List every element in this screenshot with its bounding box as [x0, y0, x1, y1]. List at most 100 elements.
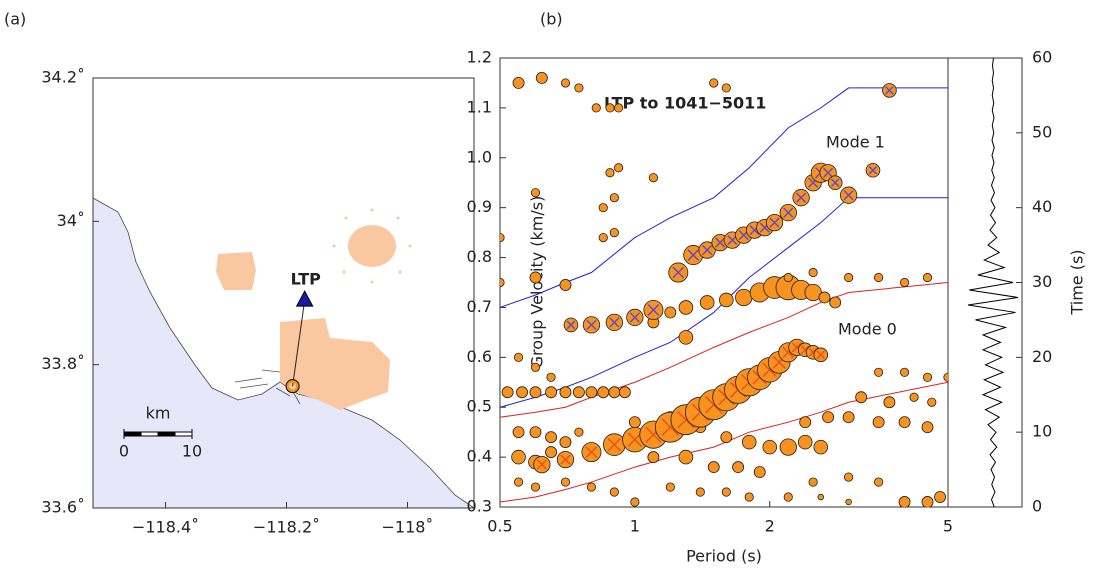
y-tick-label: 0.6 [467, 347, 492, 366]
energy-point [512, 76, 525, 89]
field-area [216, 252, 256, 290]
pick-cross [783, 207, 794, 218]
energy-point [546, 372, 556, 382]
energy-point [574, 83, 584, 93]
energy-point [678, 449, 694, 465]
pick-cross [585, 446, 598, 458]
x-tick-label: 1 [630, 517, 640, 536]
harbor [234, 369, 301, 405]
x-tick-label: 2 [765, 517, 775, 536]
y2-tick-label: 40 [1032, 197, 1052, 216]
energy-point [545, 431, 557, 444]
energy-point [709, 78, 719, 88]
y2-tick-label: 30 [1032, 272, 1052, 291]
energy-point [934, 491, 947, 503]
pick-cross [823, 167, 834, 178]
energy-point [783, 272, 793, 283]
energy-point [872, 416, 885, 429]
y-tick-label: 1.2 [467, 48, 492, 67]
energy-point [808, 267, 818, 278]
energy-point [560, 477, 571, 487]
annotation: Mode 1 [826, 133, 885, 152]
y2-tick-label: 0 [1032, 497, 1042, 516]
energy-point [883, 396, 896, 409]
energy-point [721, 487, 731, 497]
energy-point [797, 434, 813, 450]
energy-point [921, 421, 934, 434]
energy-point [529, 386, 542, 399]
energy-point [664, 306, 677, 319]
energy-point [530, 482, 541, 492]
energy-point [855, 391, 868, 404]
pick-cross [843, 190, 854, 201]
pick-cross [536, 459, 547, 470]
energy-point [898, 416, 911, 429]
energy-point [530, 362, 541, 372]
scale-bar-segment [157, 431, 176, 437]
pick-cross [830, 178, 840, 188]
energy-point [874, 272, 884, 283]
energy-point [922, 372, 933, 382]
energy-point [874, 367, 884, 377]
energy-point [744, 492, 754, 502]
energy-point [909, 392, 919, 402]
energy-point [572, 386, 585, 399]
waveform [967, 57, 1019, 508]
mode-bound [500, 197, 948, 408]
x-tick-label: −118.4˚ [132, 518, 199, 537]
energy-point [783, 492, 793, 502]
pick-cross [560, 454, 571, 465]
energy-point [529, 271, 542, 284]
scale-bar-unit: km [146, 404, 171, 423]
energy-point [844, 472, 854, 482]
event-outline [285, 379, 300, 394]
energy-point [719, 292, 734, 308]
y-tick-label: 0.3 [467, 497, 492, 516]
y2-tick-label: 60 [1032, 48, 1052, 67]
chart-title: LTP to 1041−5011 [604, 94, 766, 113]
panel-label: (b) [540, 10, 563, 29]
energy-point [586, 482, 597, 492]
y-tick-label: 33.6˚ [41, 498, 85, 517]
energy-point [598, 233, 608, 243]
energy-point [707, 461, 720, 474]
energy-point [535, 72, 548, 84]
energy-point [608, 386, 621, 399]
energy-point [585, 386, 598, 399]
energy-point [545, 446, 557, 459]
field-area [280, 318, 390, 410]
pick-cross [769, 217, 780, 228]
energy-point [735, 288, 753, 307]
energy-point [511, 449, 526, 465]
scale-bar-label: 10 [182, 442, 202, 461]
pick-cross [687, 249, 700, 261]
annotation: Mode 0 [838, 320, 897, 339]
field-area [348, 225, 396, 267]
energy-point [678, 330, 694, 345]
energy-point [512, 426, 525, 439]
y2-axis-label: Time (s) [1068, 249, 1087, 315]
energy-point [513, 352, 524, 362]
y-tick-label: 33.8˚ [41, 354, 85, 373]
y-tick-label: 0.9 [467, 197, 492, 216]
energy-point [943, 372, 948, 382]
energy-point [559, 386, 572, 399]
energy-point [808, 477, 818, 487]
energy-point [605, 168, 615, 178]
energy-point [813, 439, 829, 455]
energy-point [500, 233, 505, 243]
station-label: LTP [291, 270, 321, 289]
energy-point [844, 272, 854, 283]
energy-point [618, 386, 631, 399]
energy-point [818, 291, 831, 304]
energy-point [898, 496, 911, 507]
map-frame [92, 77, 475, 509]
energy-point [817, 493, 825, 501]
y-tick-label: 34˚ [57, 211, 85, 230]
energy-point [899, 367, 910, 377]
energy-point [922, 272, 933, 283]
x-tick-label: 0.5 [487, 517, 512, 536]
energy-point [529, 426, 542, 439]
x-axis-label: Period (s) [686, 547, 762, 566]
